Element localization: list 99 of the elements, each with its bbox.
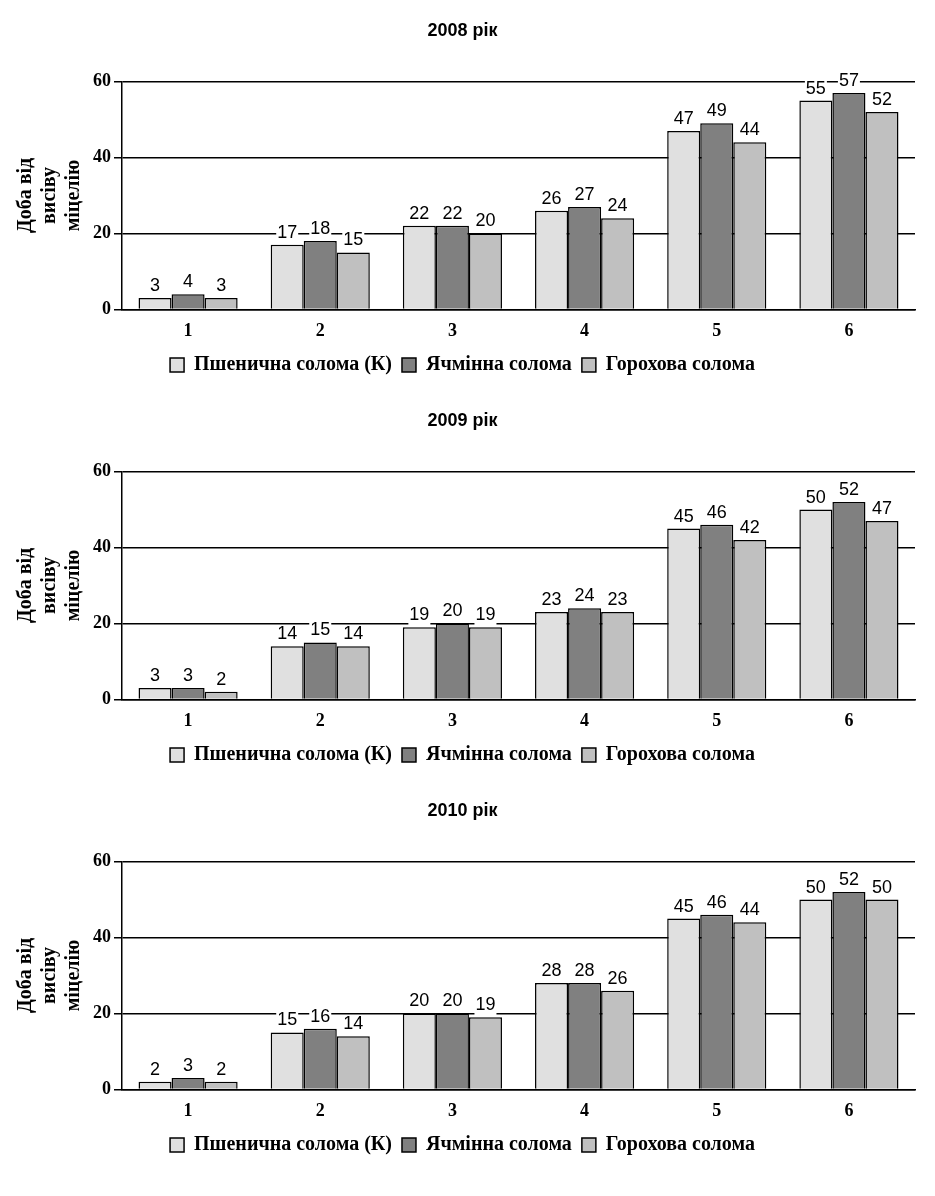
data-label: 44 xyxy=(739,899,760,920)
y-tick-label: 60 xyxy=(93,460,111,481)
y-tick-label: 40 xyxy=(93,146,111,167)
data-label: 17 xyxy=(277,221,298,242)
data-label: 45 xyxy=(673,895,694,916)
data-label: 24 xyxy=(574,585,595,606)
x-tick-label: 2 xyxy=(315,709,325,730)
data-label: 4 xyxy=(183,271,194,292)
data-label: 14 xyxy=(343,623,364,644)
y-axis-title: Доба від висіву міцелію xyxy=(13,937,84,1014)
legend-label: Горохова солома xyxy=(605,1132,755,1156)
data-label: 19 xyxy=(409,604,430,625)
data-label: 18 xyxy=(310,218,331,239)
data-label: 2 xyxy=(150,1058,161,1079)
x-tick-label: 5 xyxy=(712,319,722,340)
data-label: 22 xyxy=(409,202,430,223)
data-label: 24 xyxy=(607,195,628,216)
data-label: 14 xyxy=(343,1013,364,1034)
data-label: 42 xyxy=(739,516,760,537)
data-label: 26 xyxy=(607,967,628,988)
legend-label: Ячмінна солома xyxy=(425,1132,572,1155)
legend-label: Горохова солома xyxy=(605,352,755,376)
y-tick-label: 40 xyxy=(93,926,111,947)
data-label: 20 xyxy=(409,990,430,1011)
legend-label: Горохова солома xyxy=(605,742,755,766)
data-label: 52 xyxy=(871,88,892,109)
data-label: 2 xyxy=(216,668,227,689)
y-axis-title: Доба від висіву міцелію xyxy=(13,547,84,624)
data-label: 52 xyxy=(838,478,859,499)
data-label: 3 xyxy=(150,274,161,295)
x-tick-label: 5 xyxy=(712,709,722,730)
chart-title: 2009 рік xyxy=(427,409,499,430)
data-label: 15 xyxy=(277,1009,298,1030)
data-label: 46 xyxy=(706,501,727,522)
data-label: 23 xyxy=(541,589,562,610)
data-label: 46 xyxy=(706,891,727,912)
y-tick-label: 0 xyxy=(102,688,111,709)
chart-title: 2008 рік xyxy=(427,19,499,40)
data-label: 19 xyxy=(475,604,496,625)
data-label: 27 xyxy=(574,183,595,204)
data-label: 3 xyxy=(150,664,161,685)
y-tick-label: 20 xyxy=(93,1002,111,1023)
legend-label: Ячмінна солома xyxy=(425,352,572,375)
data-label: 55 xyxy=(805,77,826,98)
data-label: 23 xyxy=(607,589,628,610)
legend-label: Пшенична солома (К) xyxy=(194,352,392,376)
x-tick-label: 6 xyxy=(844,709,854,730)
data-label: 20 xyxy=(475,210,496,231)
data-label: 16 xyxy=(310,1005,331,1026)
x-tick-label: 2 xyxy=(315,319,325,340)
data-label: 52 xyxy=(838,868,859,889)
data-label: 3 xyxy=(183,664,194,685)
x-tick-label: 3 xyxy=(447,319,457,340)
data-label: 50 xyxy=(805,876,826,897)
data-label: 14 xyxy=(277,623,298,644)
x-tick-label: 2 xyxy=(315,1099,325,1120)
legend-label: Ячмінна солома xyxy=(425,742,572,765)
data-label: 19 xyxy=(475,994,496,1015)
data-label: 50 xyxy=(871,876,892,897)
data-label: 26 xyxy=(541,187,562,208)
x-tick-label: 4 xyxy=(580,319,590,340)
y-axis-title: Доба від висіву міцелію xyxy=(13,157,84,234)
x-tick-label: 3 xyxy=(447,1099,457,1120)
data-label: 50 xyxy=(805,486,826,507)
x-tick-label: 1 xyxy=(183,319,193,340)
data-label: 44 xyxy=(739,119,760,140)
y-tick-label: 0 xyxy=(102,298,111,319)
y-tick-label: 60 xyxy=(93,70,111,91)
data-label: 57 xyxy=(838,69,859,90)
x-tick-label: 6 xyxy=(844,1099,854,1120)
y-tick-label: 40 xyxy=(93,536,111,557)
x-tick-label: 3 xyxy=(447,709,457,730)
data-label: 22 xyxy=(442,202,463,223)
y-tick-label: 20 xyxy=(93,222,111,243)
x-tick-label: 6 xyxy=(844,319,854,340)
x-tick-label: 1 xyxy=(183,1099,193,1120)
legend-label: Пшенична солома (К) xyxy=(194,1132,392,1156)
data-label: 28 xyxy=(541,960,562,981)
data-label: 47 xyxy=(673,107,694,128)
data-label: 3 xyxy=(216,274,227,295)
legend-label: Пшенична солома (К) xyxy=(194,742,392,766)
y-tick-label: 60 xyxy=(93,850,111,871)
x-tick-label: 4 xyxy=(580,1099,590,1120)
data-label: 47 xyxy=(871,497,892,518)
x-tick-label: 5 xyxy=(712,1099,722,1120)
data-label: 20 xyxy=(442,990,463,1011)
data-label: 2 xyxy=(216,1058,227,1079)
data-label: 15 xyxy=(343,229,364,250)
data-label: 20 xyxy=(442,600,463,621)
y-tick-label: 0 xyxy=(102,1078,111,1099)
data-label: 3 xyxy=(183,1054,194,1075)
y-tick-label: 20 xyxy=(93,612,111,633)
data-label: 28 xyxy=(574,960,595,981)
chart-title: 2010 рік xyxy=(427,799,499,820)
data-label: 15 xyxy=(310,619,331,640)
data-label: 45 xyxy=(673,505,694,526)
x-tick-label: 1 xyxy=(183,709,193,730)
x-tick-label: 4 xyxy=(580,709,590,730)
data-label: 49 xyxy=(706,100,727,121)
